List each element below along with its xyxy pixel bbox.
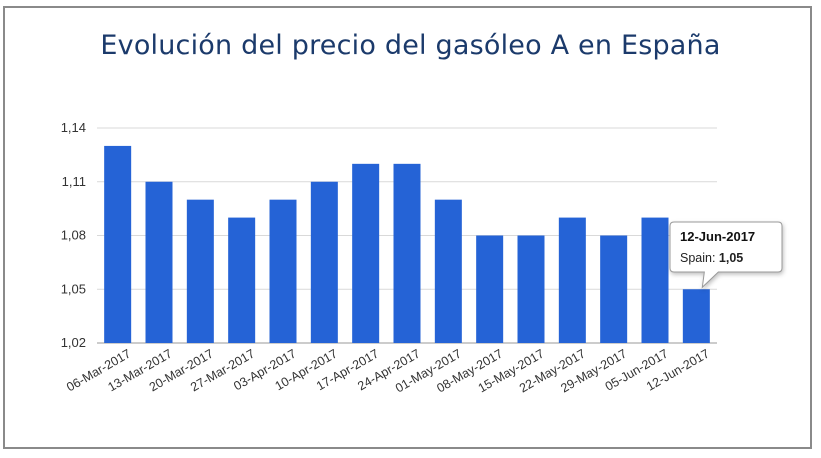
bar-05-Jun-2017[interactable] (641, 217, 669, 343)
tooltip-title: 12-Jun-2017 (680, 229, 755, 244)
bar-15-May-2017[interactable] (517, 235, 545, 344)
bar-29-May-2017[interactable] (600, 235, 628, 344)
tooltip-series-label: Spain: (680, 251, 719, 265)
bar-10-Apr-2017[interactable] (310, 181, 338, 343)
bar-12-Jun-2017[interactable] (682, 289, 710, 343)
chart-title: Evolución del precio del gasóleo A en Es… (100, 30, 721, 61)
y-tick-label: 1,08 (61, 228, 86, 243)
bar-22-May-2017[interactable] (558, 217, 586, 343)
y-tick-label: 1,14 (61, 120, 86, 135)
bar-17-Apr-2017[interactable] (352, 163, 380, 343)
bar-24-Apr-2017[interactable] (393, 163, 421, 343)
y-tick-label: 1,05 (61, 281, 86, 296)
bar-20-Mar-2017[interactable] (186, 199, 214, 343)
x-axis-ticks: 06-Mar-201713-Mar-201720-Mar-201727-Mar-… (64, 346, 712, 395)
tooltip-value-line: Spain: 1,05 (680, 251, 743, 265)
y-axis-ticks: 1,02 1,05 1,08 1,11 1,14 (61, 120, 86, 350)
bar-27-Mar-2017[interactable] (228, 217, 256, 343)
bars (104, 145, 710, 344)
y-tick-label: 1,02 (61, 335, 86, 350)
bar-01-May-2017[interactable] (434, 199, 462, 343)
tooltip-value: 1,05 (719, 251, 743, 265)
tooltip: 12-Jun-2017 Spain: 1,05 (669, 221, 783, 289)
bar-06-Mar-2017[interactable] (104, 145, 132, 343)
y-tick-label: 1,11 (62, 174, 86, 189)
bar-08-May-2017[interactable] (476, 235, 504, 344)
bar-13-Mar-2017[interactable] (145, 181, 173, 343)
tooltip-box (669, 221, 783, 289)
bar-03-Apr-2017[interactable] (269, 199, 297, 343)
